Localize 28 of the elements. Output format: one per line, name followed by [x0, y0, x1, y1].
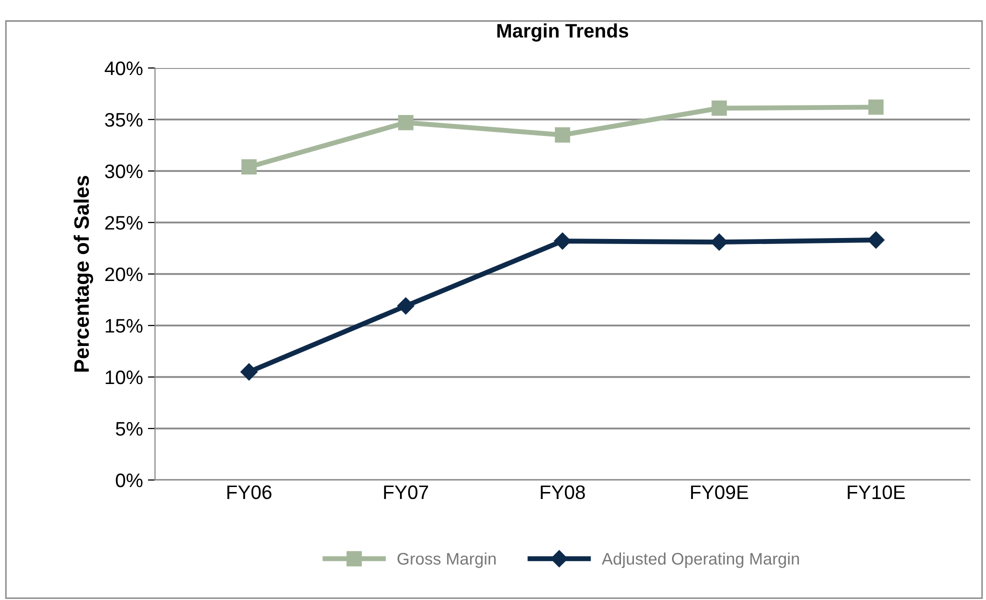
x-tick-label: FY07	[384, 485, 428, 500]
x-tick-label: FY08	[540, 485, 585, 500]
point	[867, 231, 885, 249]
legend-label: Gross Margin	[398, 552, 496, 568]
point	[241, 159, 257, 175]
y-tick-label: 5%	[116, 422, 143, 436]
y-tick-label: 20%	[105, 267, 143, 282]
point	[710, 234, 728, 251]
point	[398, 114, 414, 130]
point	[240, 363, 258, 380]
y-tick-label: 40%	[104, 61, 143, 76]
y-tick-label: 30%	[105, 164, 143, 178]
x-tick-label: FY06	[227, 485, 272, 500]
y-tick-label: 0%	[116, 473, 143, 488]
x-tick-label: FY10E	[848, 485, 905, 500]
point	[554, 127, 570, 143]
point	[397, 297, 414, 314]
x-tick-label: FY09E	[691, 485, 748, 500]
chart-title: Margin Trends	[497, 23, 628, 42]
y-tick-label: 25%	[105, 216, 143, 230]
y-tick-label: 15%	[106, 319, 143, 333]
y-axis-title: Percentage of Sales	[74, 176, 94, 372]
point	[868, 100, 884, 115]
y-tick-label: 35%	[105, 112, 143, 127]
legend-label: Adjusted Operating Margin	[602, 552, 799, 568]
point	[554, 232, 572, 250]
point	[712, 100, 727, 116]
y-tick-label: 10%	[106, 370, 143, 384]
